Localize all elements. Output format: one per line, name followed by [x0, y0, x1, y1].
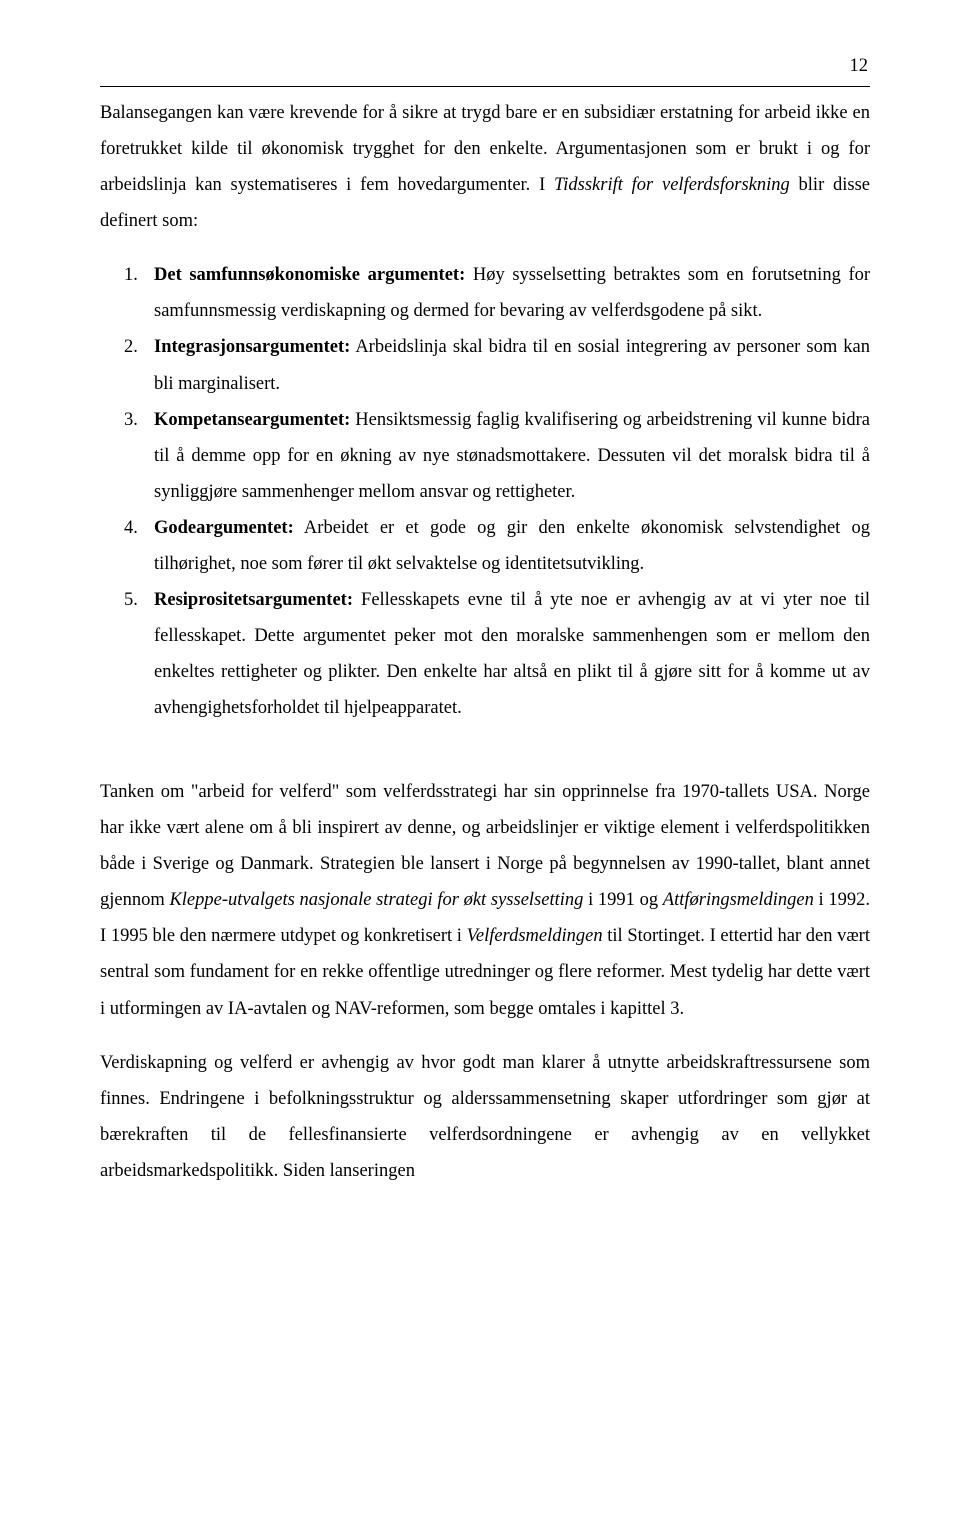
list-item: 1. Det samfunnsøkonomiske argumentet: Hø…: [100, 257, 870, 329]
list-number: 1.: [124, 257, 138, 293]
argument-list: 1. Det samfunnsøkonomiske argumentet: Hø…: [100, 257, 870, 726]
list-item-bold: Kompetanseargumentet:: [154, 410, 350, 430]
list-item-bold: Godeargumentet:: [154, 518, 294, 538]
paragraph-3: Verdiskapning og velferd er avhengig av …: [100, 1045, 870, 1189]
page-number: 12: [100, 48, 870, 84]
p2-text-2: i 1991 og: [583, 890, 662, 910]
list-item-bold: Integrasjonsargumentet:: [154, 337, 350, 357]
p1-italic: Tidsskrift for velferdsforskning: [554, 175, 790, 195]
list-number: 2.: [124, 329, 138, 365]
p2-italic-3: Velferdsmeldingen: [467, 926, 603, 946]
list-item-bold: Det samfunnsøkonomiske argumentet:: [154, 265, 465, 285]
list-item: 2. Integrasjonsargumentet: Arbeidslinja …: [100, 329, 870, 401]
list-item: 4. Godeargumentet: Arbeidet er et gode o…: [100, 510, 870, 582]
list-number: 4.: [124, 510, 138, 546]
list-item-bold: Resiprositetsargumentet:: [154, 590, 353, 610]
paragraph-1: Balansegangen kan være krevende for å si…: [100, 95, 870, 239]
header-rule: [100, 86, 870, 87]
list-number: 5.: [124, 582, 138, 618]
list-number: 3.: [124, 402, 138, 438]
p2-italic-1: Kleppe-utvalgets nasjonale strategi for …: [169, 890, 583, 910]
p2-italic-2: Attføringsmeldingen: [663, 890, 814, 910]
list-item: 3. Kompetanseargumentet: Hensiktsmessig …: [100, 402, 870, 510]
list-item: 5. Resiprositetsargumentet: Fellesskapet…: [100, 582, 870, 726]
paragraph-2: Tanken om "arbeid for velferd" som velfe…: [100, 774, 870, 1026]
